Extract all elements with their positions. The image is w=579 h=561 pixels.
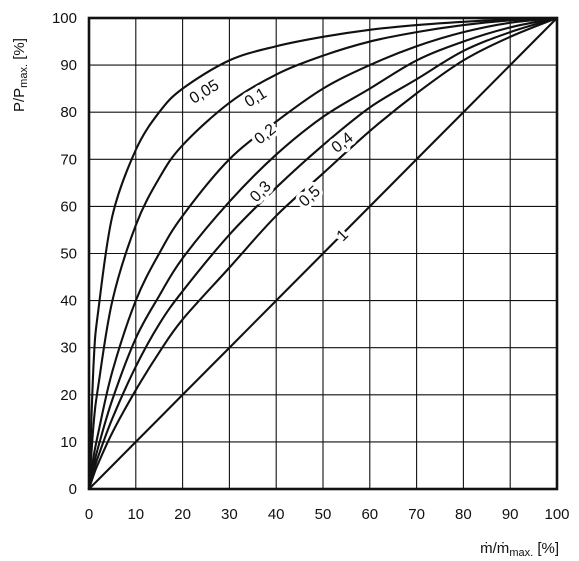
series-line-0-5 bbox=[87, 16, 559, 491]
y-tick-label: 60 bbox=[60, 198, 77, 215]
x-tick-label: 80 bbox=[455, 506, 472, 523]
y-axis-label: P/Pmax. [%] bbox=[11, 38, 30, 112]
y-tick-label: 0 bbox=[69, 481, 77, 498]
y-tick-label: 20 bbox=[60, 387, 77, 404]
series-line-0-1 bbox=[87, 16, 559, 491]
x-tick-label: 100 bbox=[544, 506, 569, 523]
series-line-1 bbox=[87, 16, 559, 491]
y-tick-label: 90 bbox=[60, 57, 77, 74]
y-tick-label: 40 bbox=[60, 293, 77, 310]
plot-frame bbox=[87, 16, 559, 491]
curves bbox=[87, 16, 559, 491]
curve-label: 0,2 bbox=[251, 121, 279, 148]
x-tick-label: 70 bbox=[408, 506, 425, 523]
x-tick-label: 10 bbox=[127, 506, 144, 523]
x-tick-label: 90 bbox=[502, 506, 519, 523]
series-line-0-3 bbox=[87, 16, 559, 491]
curve-label: 0,3 bbox=[247, 178, 275, 206]
curve-label: 1 bbox=[334, 227, 352, 245]
y-tick-label: 50 bbox=[60, 246, 77, 263]
x-tick-label: 40 bbox=[268, 506, 285, 523]
series-line-0-05 bbox=[87, 16, 559, 491]
x-tick-label: 0 bbox=[85, 506, 93, 523]
x-tick-label: 20 bbox=[174, 506, 191, 523]
y-tick-label: 30 bbox=[60, 340, 77, 357]
y-tick-label: 70 bbox=[60, 151, 77, 168]
y-tick-label: 10 bbox=[60, 434, 77, 451]
curve-label: 0,1 bbox=[242, 85, 270, 111]
curve-label: 0,4 bbox=[329, 129, 357, 156]
series-line-0-4 bbox=[87, 16, 559, 491]
x-axis-label: ṁ/ṁmax. [%] bbox=[480, 540, 559, 559]
series-line-0-2 bbox=[87, 16, 559, 491]
y-tick-label: 100 bbox=[52, 10, 77, 27]
y-tick-labels: 0 10 20 30 40 50 60 70 80 90 100 bbox=[52, 10, 77, 498]
x-tick-label: 60 bbox=[361, 506, 378, 523]
x-tick-label: 50 bbox=[315, 506, 332, 523]
x-tick-labels: 0 10 20 30 40 50 60 70 80 90 100 bbox=[85, 506, 570, 523]
x-tick-label: 30 bbox=[221, 506, 238, 523]
y-tick-label: 80 bbox=[60, 104, 77, 121]
